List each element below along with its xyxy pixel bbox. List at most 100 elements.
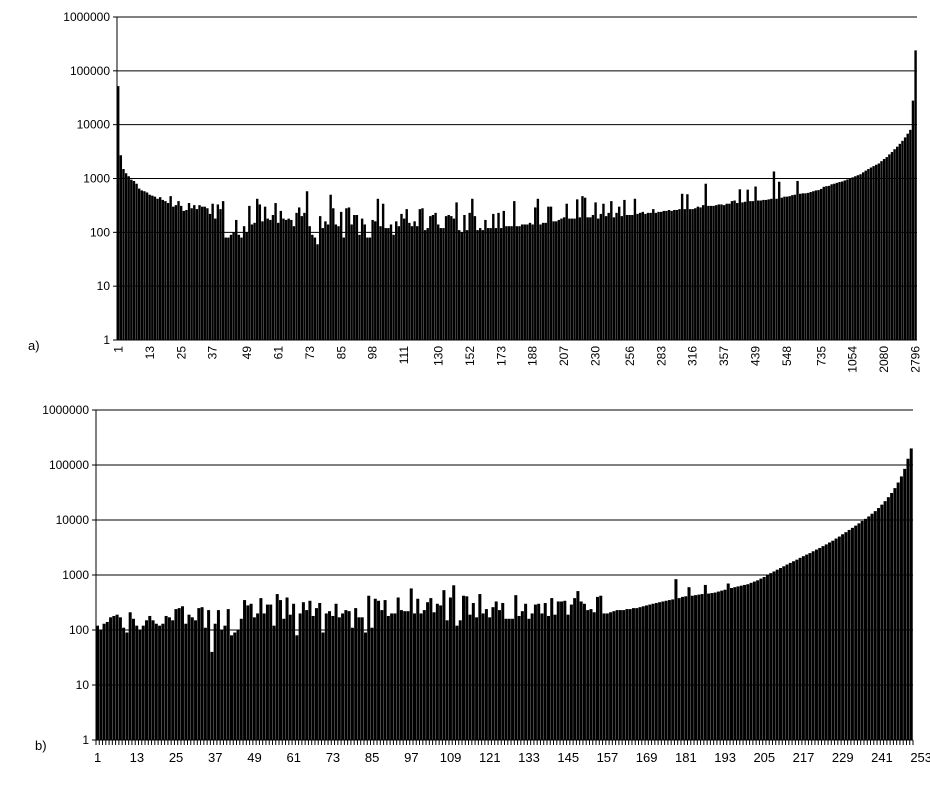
bar (877, 163, 881, 340)
x-tick-label: 13 (143, 346, 157, 360)
bar (651, 603, 655, 740)
bar (618, 610, 622, 740)
bar (405, 209, 408, 340)
bar (528, 222, 532, 340)
bar (505, 226, 508, 340)
bar (728, 203, 731, 340)
bar (132, 180, 136, 340)
bar (198, 205, 201, 340)
x-tick-label: 548 (780, 346, 794, 366)
bar (659, 211, 663, 340)
bar (703, 584, 707, 740)
bar (376, 198, 380, 340)
bar (445, 620, 449, 740)
bar (652, 209, 655, 340)
bar (599, 213, 603, 340)
bar (818, 547, 822, 740)
bar (775, 198, 778, 340)
bar (733, 200, 736, 340)
bar (211, 203, 214, 340)
bar (777, 181, 781, 340)
bar (357, 617, 361, 740)
bar (801, 556, 805, 740)
bar (227, 237, 230, 340)
bar (752, 581, 756, 740)
bar (536, 198, 540, 340)
bar (592, 612, 596, 740)
bar (96, 625, 100, 740)
bar (284, 219, 288, 340)
bar (460, 232, 464, 340)
y-tick-label: 10 (76, 678, 90, 692)
bar (318, 602, 322, 740)
x-tick-label: 241 (871, 750, 893, 765)
bar (179, 205, 183, 340)
bar (213, 623, 217, 740)
bar (875, 164, 878, 340)
bar (502, 210, 505, 340)
bar (612, 217, 616, 340)
bar (499, 228, 503, 340)
bar (266, 218, 269, 340)
bar (828, 542, 832, 740)
bar (716, 591, 720, 740)
bar (324, 613, 328, 740)
bar (311, 234, 314, 340)
x-tick-label: 256 (623, 346, 637, 366)
bar (658, 602, 662, 740)
bar (555, 221, 558, 340)
x-tick-label: 61 (286, 750, 300, 765)
x-tick-label: 1 (111, 346, 125, 353)
bar (690, 595, 694, 740)
bar (623, 199, 626, 340)
x-tick-label: 283 (654, 346, 668, 366)
bar (471, 198, 474, 340)
bar (617, 206, 621, 340)
bar (431, 214, 435, 340)
bar (821, 546, 825, 740)
bar (392, 234, 395, 340)
bar (334, 603, 338, 740)
bar (841, 534, 845, 740)
bar (657, 211, 660, 340)
bar (242, 226, 246, 340)
bar (646, 212, 650, 340)
bar (386, 615, 390, 740)
bar (300, 216, 304, 340)
bar (670, 210, 673, 340)
bar (586, 610, 590, 740)
panel-a-bar-chart: 1 10 100 1000 10000 100000 1000000 1 13 25 37 49 61 7… (28, 10, 923, 373)
bar (602, 613, 606, 740)
bar (328, 611, 332, 740)
bar (303, 212, 306, 340)
bar (602, 203, 605, 340)
bar (437, 224, 440, 340)
bar (557, 219, 561, 340)
bar (130, 179, 133, 340)
bar (347, 207, 351, 340)
bar (530, 613, 534, 740)
x-tick-label: 1 (94, 750, 101, 765)
bar (248, 205, 251, 340)
x-tick-label: 85 (365, 750, 379, 765)
bar (749, 582, 753, 740)
bar (631, 608, 635, 740)
y-tick-label: 1000000 (42, 403, 89, 417)
bar (476, 230, 479, 340)
x-tick-label: 253 (910, 750, 930, 765)
bar (263, 206, 267, 340)
bar (406, 611, 410, 740)
bar (675, 209, 679, 340)
bar (127, 176, 130, 340)
bar (269, 604, 273, 740)
bar (434, 212, 437, 340)
x-tick-label: 98 (366, 346, 380, 360)
x-tick-label: 85 (334, 346, 348, 360)
bar (859, 174, 862, 340)
bar (582, 603, 586, 740)
bar (156, 198, 159, 340)
bar (262, 613, 266, 740)
bar (707, 593, 711, 740)
bar (355, 214, 359, 340)
bar (473, 216, 477, 340)
